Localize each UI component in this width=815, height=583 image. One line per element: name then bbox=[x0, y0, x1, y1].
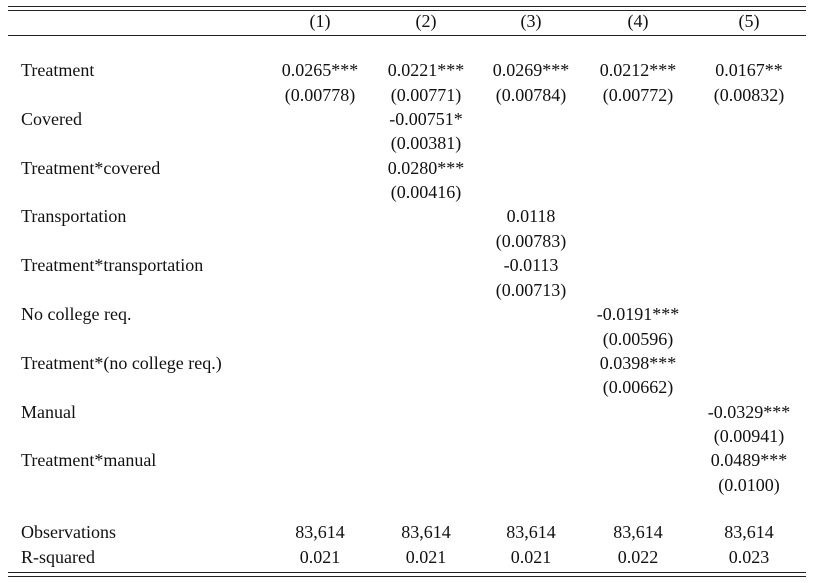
stat-value: 0.021 bbox=[299, 547, 341, 567]
coefficient: 0.0489*** bbox=[710, 450, 788, 471]
row-label: Transportation bbox=[21, 206, 127, 227]
stat-value: 0.022 bbox=[617, 547, 659, 567]
coefficient: 0.0167** bbox=[715, 60, 783, 80]
column-header: (3) bbox=[520, 11, 542, 31]
column-header: (1) bbox=[309, 11, 331, 31]
standard-error: (0.00416) bbox=[390, 182, 462, 203]
row-label: Treatment*(no college req.) bbox=[21, 352, 222, 373]
top-rule bbox=[8, 6, 806, 7]
row-label: Covered bbox=[21, 108, 82, 129]
top-rule bbox=[8, 10, 806, 11]
row-label: Manual bbox=[21, 401, 76, 422]
standard-error: (0.00381) bbox=[390, 133, 462, 154]
stat-value: 0.023 bbox=[728, 547, 770, 567]
standard-error: (0.00596) bbox=[602, 328, 674, 349]
column-header: (2) bbox=[415, 11, 437, 31]
bottom-rule bbox=[8, 576, 806, 577]
coefficient: 0.0398*** bbox=[599, 352, 677, 373]
header-rule bbox=[8, 35, 806, 36]
row-label: No college req. bbox=[21, 304, 132, 324]
stat-value: 83,614 bbox=[613, 522, 663, 542]
standard-error: (0.00778) bbox=[284, 84, 356, 105]
standard-error: (0.0100) bbox=[718, 474, 780, 495]
standard-error: (0.00662) bbox=[602, 377, 674, 398]
coefficient: -0.0191*** bbox=[596, 304, 680, 324]
standard-error: (0.00783) bbox=[495, 230, 567, 251]
standard-error: (0.00941) bbox=[713, 426, 785, 447]
coefficient: 0.0221*** bbox=[387, 60, 465, 80]
column-header: (4) bbox=[627, 11, 649, 31]
standard-error: (0.00771) bbox=[390, 84, 462, 105]
row-label: Treatment*covered bbox=[21, 157, 161, 178]
bottom-rule bbox=[8, 572, 806, 573]
coefficient: 0.0269*** bbox=[492, 60, 570, 80]
row-label: Treatment*manual bbox=[21, 450, 157, 471]
stat-label: R-squared bbox=[21, 547, 95, 567]
standard-error: (0.00713) bbox=[495, 279, 567, 300]
coefficient: 0.0118 bbox=[506, 206, 556, 227]
coefficient: 0.0212*** bbox=[599, 60, 677, 80]
stat-value: 83,614 bbox=[295, 522, 345, 542]
stat-label: Observations bbox=[21, 522, 116, 542]
stat-value: 83,614 bbox=[724, 522, 774, 542]
row-label: Treatment*transportation bbox=[21, 255, 204, 276]
coefficient: 0.0265*** bbox=[281, 60, 359, 80]
coefficient: -0.0329*** bbox=[707, 401, 791, 422]
column-header: (5) bbox=[738, 11, 760, 31]
row-label: Treatment bbox=[21, 60, 95, 80]
standard-error: (0.00784) bbox=[495, 84, 567, 105]
standard-error: (0.00772) bbox=[602, 84, 674, 105]
coefficient: -0.0113 bbox=[503, 255, 559, 276]
coefficient: 0.0280*** bbox=[387, 157, 465, 178]
coefficient: -0.00751* bbox=[389, 108, 463, 129]
stat-value: 83,614 bbox=[506, 522, 556, 542]
stat-value: 83,614 bbox=[401, 522, 451, 542]
stat-value: 0.021 bbox=[405, 547, 447, 567]
stat-value: 0.021 bbox=[510, 547, 552, 567]
standard-error: (0.00832) bbox=[713, 84, 785, 105]
